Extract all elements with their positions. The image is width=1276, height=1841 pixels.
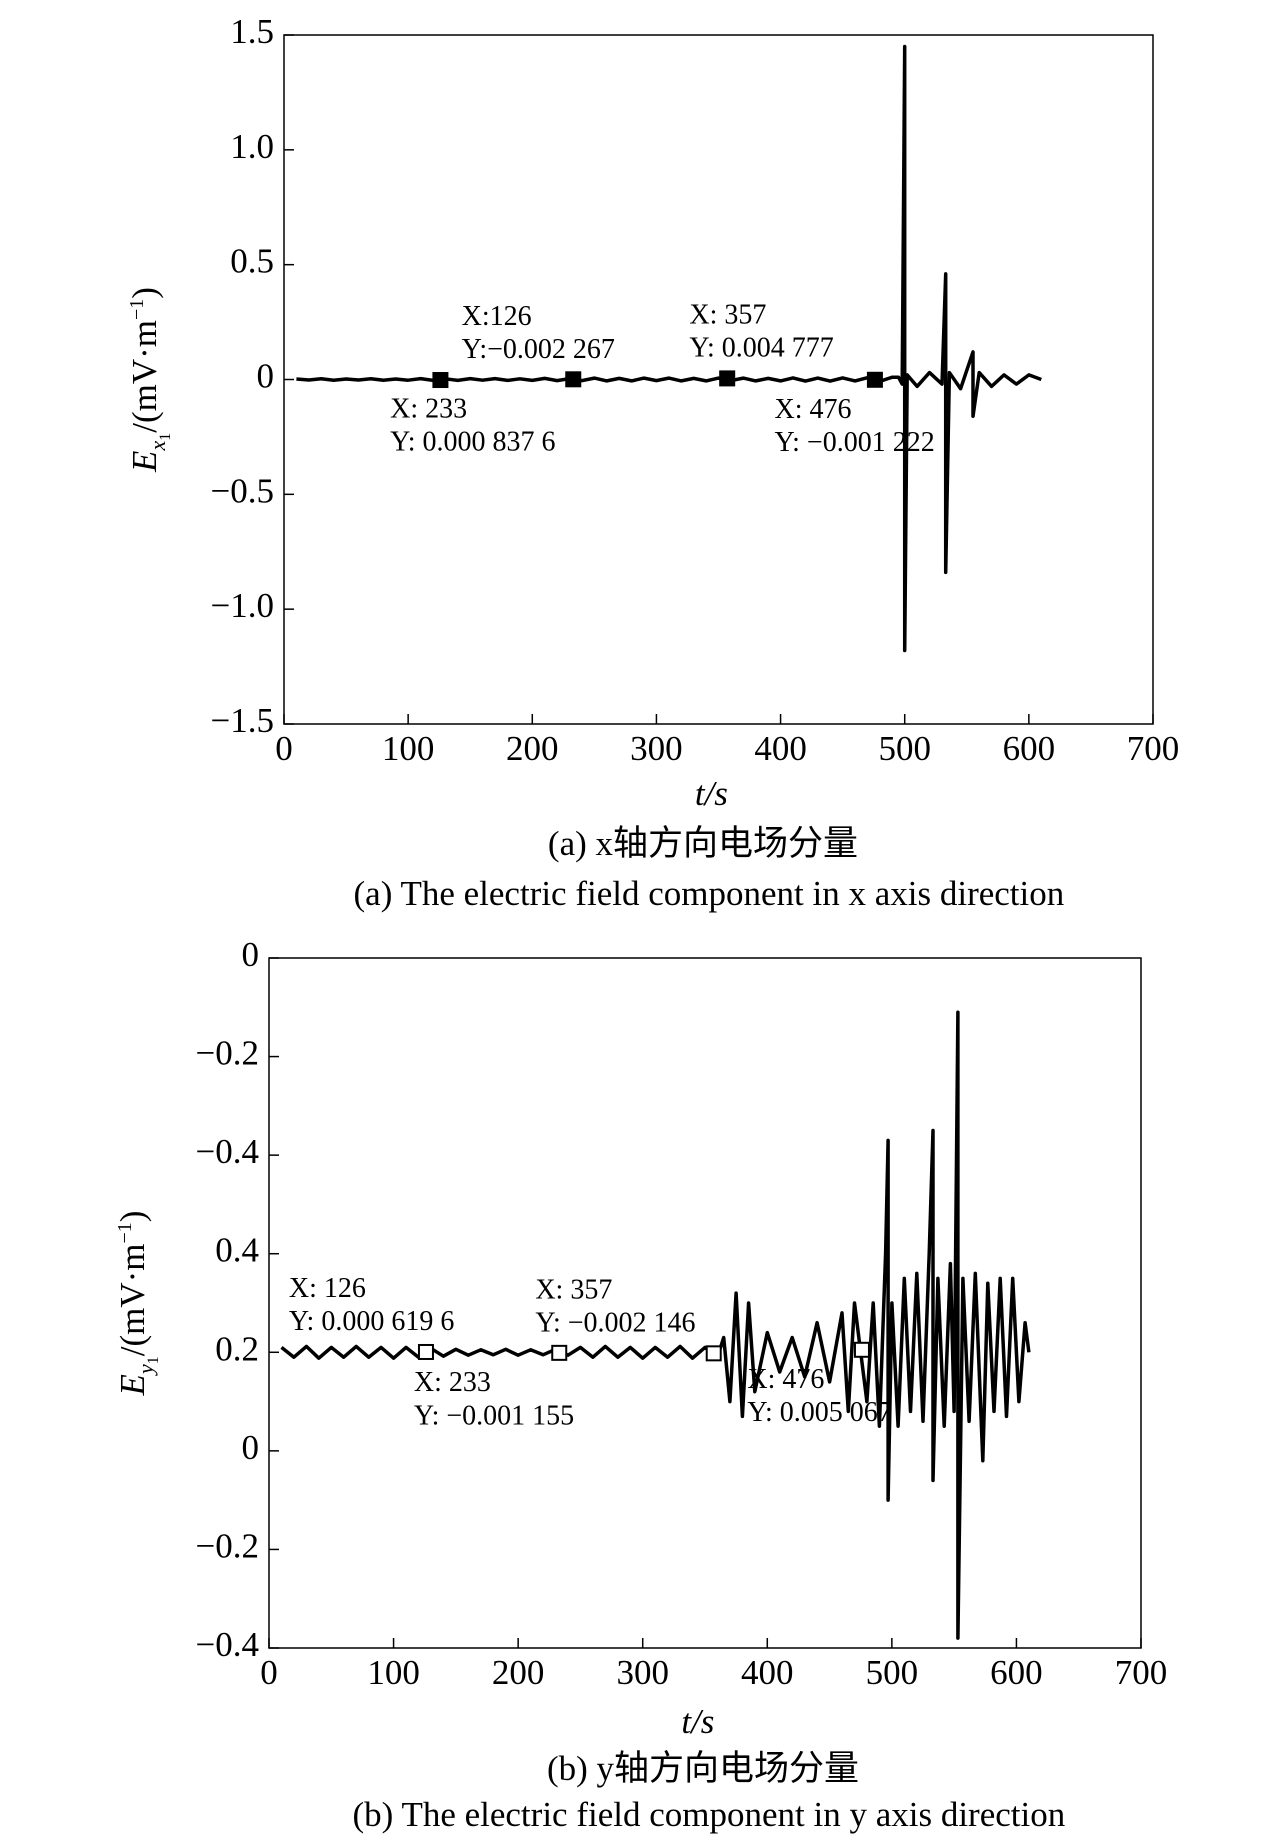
x-tick-label: 300 — [630, 729, 683, 768]
caption-cn: (b) y轴方向电场分量 — [547, 1749, 859, 1788]
data-tip-marker — [853, 1341, 870, 1358]
y-axis-label-part: 1 — [157, 433, 174, 441]
y-tick-label: 1.5 — [230, 12, 274, 51]
data-tip-x: X: 476 — [747, 1364, 824, 1395]
x-tick-label: 400 — [741, 1653, 794, 1692]
x-tick-label: 200 — [506, 729, 559, 768]
x-tick-label: 0 — [260, 1653, 278, 1692]
x-tick-label: 600 — [990, 1653, 1043, 1692]
y-tick-label: −0.2 — [196, 1034, 260, 1073]
y-axis-label-part: −1 — [126, 299, 148, 320]
data-tip-y: Y: −0.001 222 — [774, 427, 934, 458]
x-tick-label: 100 — [367, 1653, 420, 1692]
data-tip-y: Y: 0.005 067 — [747, 1397, 891, 1428]
data-tip-x: X:126 — [462, 301, 532, 332]
y-tick-label: 0 — [257, 357, 275, 396]
y-axis-label-part: y — [133, 1364, 158, 1376]
y-tick-label: −1.5 — [211, 701, 275, 740]
y-axis-label-part: /(mV·m — [125, 320, 164, 433]
data-tip-y: Y: −0.002 146 — [535, 1307, 695, 1338]
data-tip-y: Y: 0.004 777 — [689, 332, 833, 363]
y-tick-label: 0 — [242, 935, 260, 974]
y-tick-label: −1.0 — [211, 586, 275, 625]
data-tip-marker — [417, 1343, 434, 1360]
x-tick-label: 500 — [878, 729, 931, 768]
data-tip-x: X: 357 — [535, 1274, 612, 1305]
data-tip-y: Y: 0.000 619 6 — [289, 1306, 454, 1337]
y-axis-label-part: ) — [125, 287, 164, 299]
x-tick-label: 300 — [616, 1653, 669, 1692]
y-tick-label: −0.2 — [196, 1526, 260, 1565]
signal-line — [296, 44, 1042, 653]
y-axis-label-part: x — [145, 441, 170, 452]
y-axis-label: Ex1/(mV·m−1) — [125, 287, 174, 473]
y-axis-label-part: 1 — [145, 1356, 162, 1364]
data-tip-y: Y: 0.000 837 6 — [390, 427, 555, 458]
y-tick-label: 0.5 — [230, 242, 274, 281]
y-axis-label-part: ) — [113, 1211, 152, 1223]
x-tick-label: 0 — [275, 729, 293, 768]
data-tip-marker — [705, 1345, 722, 1362]
y-tick-label: −0.5 — [211, 471, 275, 510]
y-axis-label-part: E — [113, 1374, 152, 1396]
data-tip-y: Y:−0.002 267 — [462, 334, 615, 365]
data-tip-marker — [565, 371, 582, 388]
signal-line — [280, 1010, 1031, 1640]
x-tick-label: 400 — [754, 729, 807, 768]
x-tick-label: 600 — [1003, 729, 1056, 768]
y-axis-label: Ey1/(mV·m−1) — [113, 1211, 162, 1397]
data-tip-marker — [551, 1344, 568, 1361]
y-tick-label: −0.4 — [196, 1625, 260, 1664]
data-tip-x: X: 357 — [689, 299, 766, 330]
caption-en: (b) The electric field component in y ax… — [353, 1795, 1066, 1834]
y-tick-label: 0.2 — [215, 1329, 259, 1368]
data-tip-marker — [866, 371, 883, 388]
y-tick-label: 1.0 — [230, 127, 274, 166]
y-tick-label: 0 — [242, 1428, 260, 1467]
data-tip-x: X: 233 — [414, 1367, 491, 1398]
x-axis-label: t/s — [695, 774, 728, 813]
data-tip-x: X: 126 — [289, 1273, 366, 1304]
plot-frame — [268, 957, 1142, 1649]
x-tick-label: 700 — [1115, 1653, 1168, 1692]
x-tick-label: 100 — [382, 729, 435, 768]
y-axis-label-part: −1 — [114, 1222, 136, 1243]
y-tick-label: 0.4 — [215, 1231, 259, 1270]
data-tip-marker — [719, 370, 736, 387]
y-tick-label: −0.4 — [196, 1132, 260, 1171]
data-tip-x: X: 233 — [390, 394, 467, 425]
x-tick-label: 200 — [492, 1653, 545, 1692]
data-tip-y: Y: −0.001 155 — [414, 1400, 574, 1431]
data-tip-marker — [432, 372, 449, 389]
caption-en: (a) The electric field component in x ax… — [354, 874, 1065, 913]
y-axis-label-part: /(mV·m — [113, 1244, 152, 1357]
x-tick-label: 700 — [1127, 729, 1180, 768]
caption-cn: (a) x轴方向电场分量 — [548, 824, 858, 863]
y-axis-label-part: E — [125, 451, 164, 473]
x-axis-label: t/s — [681, 1702, 714, 1741]
data-tip-x: X: 476 — [774, 394, 851, 425]
x-tick-label: 500 — [866, 1653, 919, 1692]
